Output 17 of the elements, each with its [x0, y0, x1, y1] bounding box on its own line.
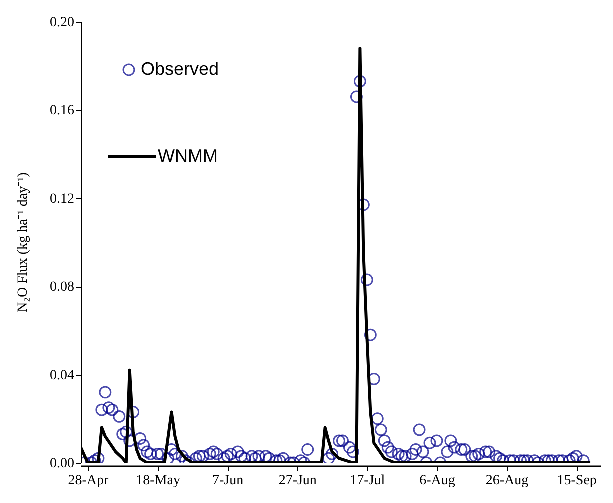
y-tick-label: 0.16	[50, 104, 74, 119]
y-tick-label: 0.20	[50, 16, 74, 30]
x-tick-label: 15-Sep	[557, 474, 597, 488]
legend-label: Observed	[141, 59, 220, 79]
x-tick-label: 17-Jul	[350, 474, 386, 488]
x-tick-label: 6-Aug	[420, 474, 456, 488]
y-tick-label: 0.04	[50, 368, 74, 384]
x-tick-label: 26-Aug	[486, 474, 529, 488]
y-axis-title: N₂O Flux (kg ha⁻¹ day⁻¹)	[16, 172, 31, 312]
y-tick-label: 0.12	[50, 192, 74, 207]
y-tick-label: 0.08	[50, 280, 74, 296]
x-tick-label: 28-Apr	[68, 474, 110, 488]
x-tick-label: 7-Jun	[212, 474, 244, 488]
legend-label: WNMM	[158, 146, 218, 166]
y-tick-label: 0.00	[50, 456, 74, 472]
x-tick-label: 27-Jun	[278, 474, 317, 488]
x-tick-label: 18-May	[136, 474, 180, 488]
